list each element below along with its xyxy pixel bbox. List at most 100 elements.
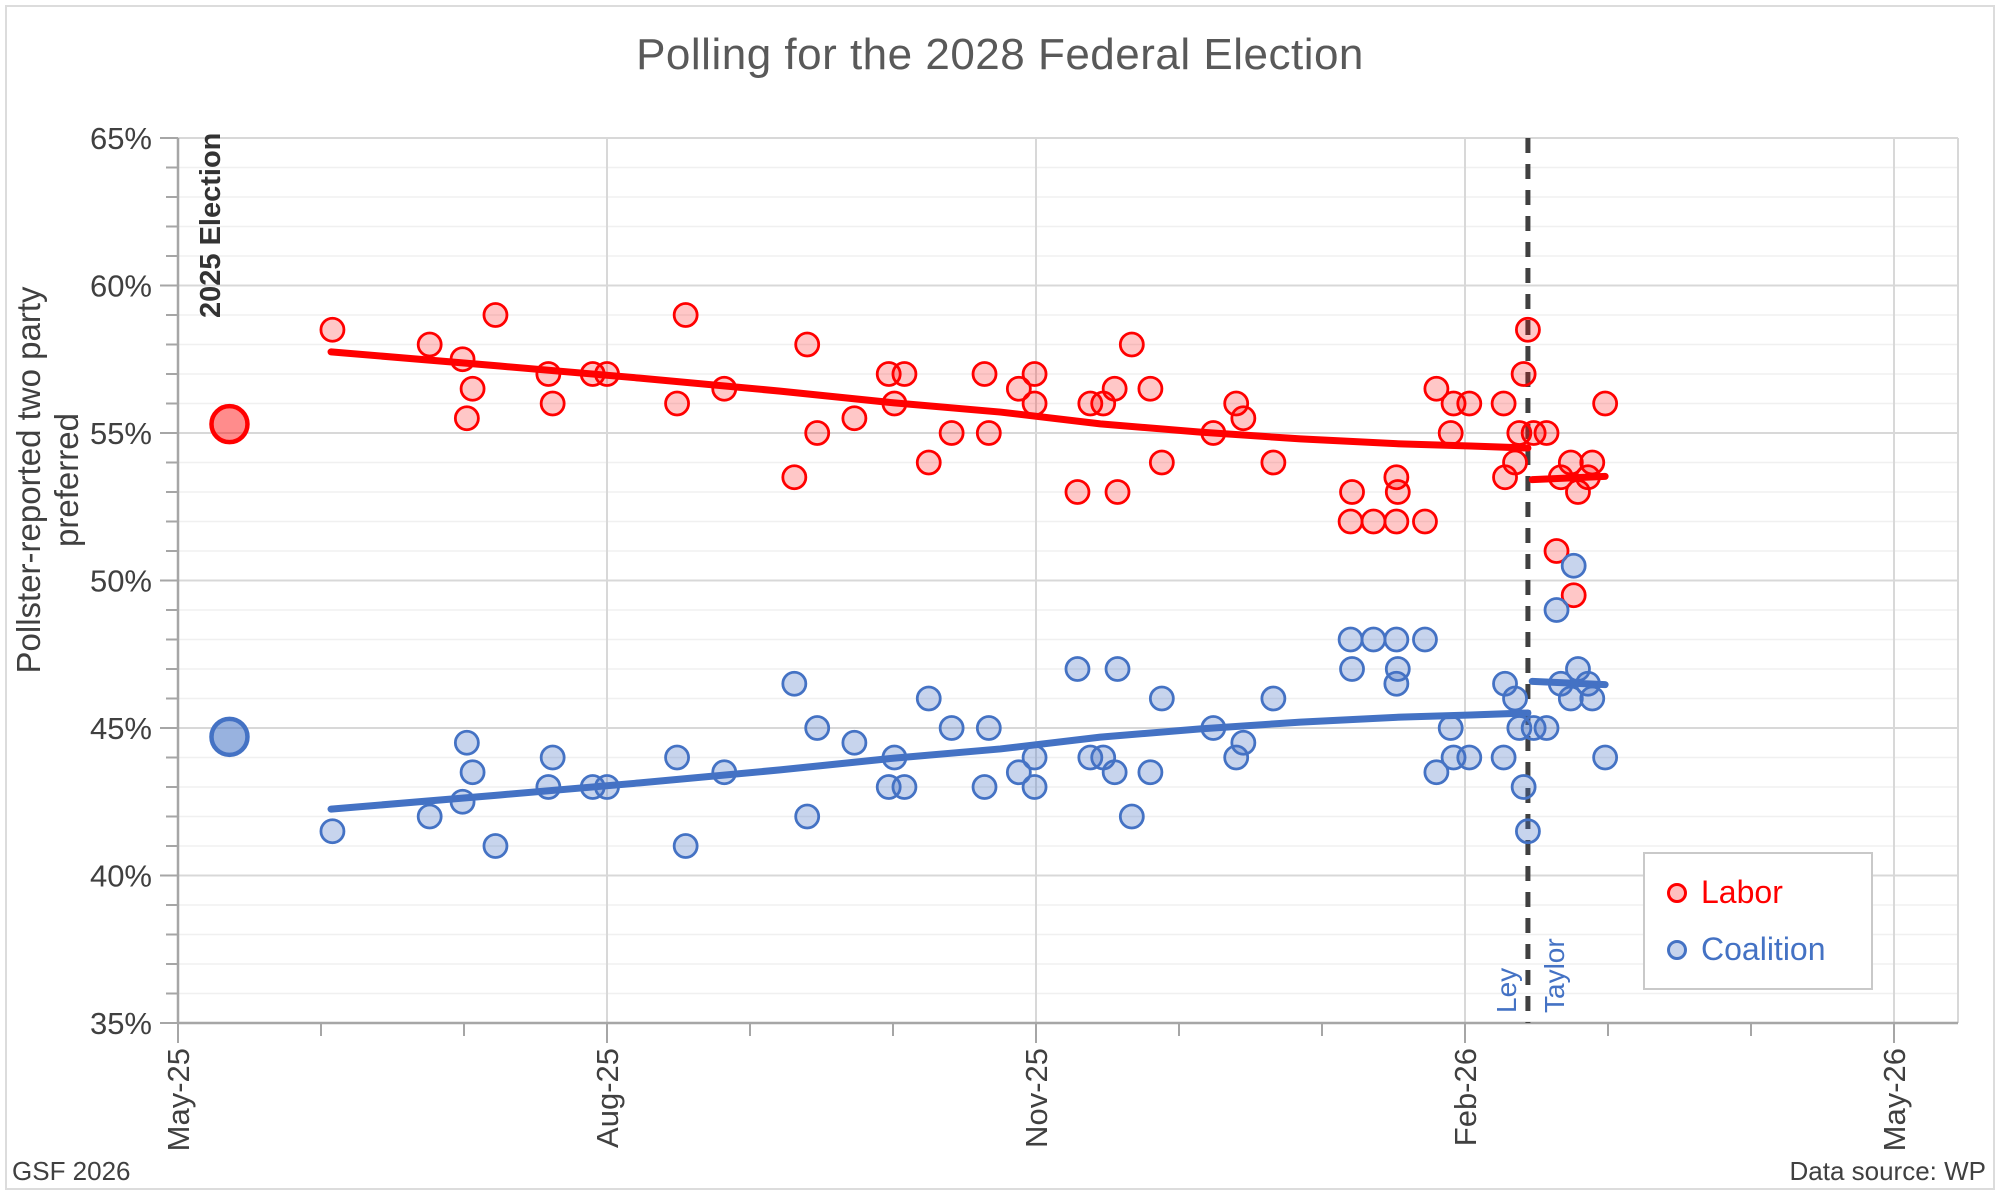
y-tick-label: 35% [90,1006,152,1041]
y-tick-label: 45% [90,711,152,746]
labor-point [1384,479,1411,505]
labor-point [971,361,998,387]
labor-point [975,420,1002,446]
coalition-point [1423,759,1450,786]
x-tick-label: May-26 [1877,1048,1912,1151]
coalition-point [1337,626,1364,653]
labor-point [664,390,690,417]
x-tick-label: Aug-25 [590,1048,625,1148]
coalition-point [1383,626,1410,653]
legend-item-coalition: Coalition [1667,931,1871,968]
labor-point [1223,390,1250,417]
coalition-point [1543,597,1570,623]
coalition-point [1575,670,1601,697]
labor-point [672,302,699,328]
coalition-point [594,774,620,800]
labor-point [1005,375,1032,402]
labor-point [1230,405,1257,432]
coalition-point [1533,715,1560,741]
labor-point [1200,420,1227,446]
coalition-point [891,774,918,800]
labor-point [1339,479,1365,505]
coalition-point [1437,715,1464,741]
x-tick-label: Feb-26 [1448,1048,1483,1146]
labor-trend-line-post [1528,472,1609,484]
coalition-point [1515,818,1541,845]
y-tick-label: 50% [90,564,152,599]
labor-point [459,375,486,402]
labor-point [804,420,831,446]
labor-point [1137,375,1164,402]
labor-point [1118,331,1145,358]
coalition-marker-icon [1667,939,1687,960]
coalition-point [711,759,738,786]
labor-point [1337,508,1364,535]
labor-point [539,390,566,417]
labor-point [1502,449,1528,476]
coalition-point [1137,759,1164,786]
legend-item-labor: Labor [1667,874,1871,911]
coalition-point [535,774,562,800]
labor-point [1515,316,1541,343]
coalition-point [1339,656,1365,682]
y-tick-label: 40% [90,859,152,894]
coalition-point [416,803,443,830]
coalition-trend-line [327,709,1532,813]
labor-point [891,361,918,387]
labor-point [781,464,808,491]
labor-point [1543,538,1570,564]
labor-point [594,361,620,387]
coalition-point [1510,774,1537,800]
labor-point [841,405,868,432]
coalition-point [482,833,509,859]
labor-marker-icon [1667,882,1687,903]
labor-point [1557,449,1584,476]
coalition-point [794,803,821,830]
coalition-trend-line-post [1528,677,1609,689]
coalition-point [1360,626,1387,653]
coalition-point [1490,744,1517,771]
coalition-point [1260,685,1287,712]
labor-point [938,420,965,446]
labor-point [1533,420,1560,446]
coalition-point [453,729,480,756]
labor-point [1383,508,1410,535]
labor-election-marker [209,403,250,445]
labor-point [1437,420,1464,446]
coalition-point [1412,626,1438,653]
coalition-point [1456,744,1483,771]
coalition-point [915,685,942,712]
y-tick-label: 55% [90,416,152,451]
legend-label-labor: Labor [1701,874,1783,910]
labor-point [1592,390,1619,417]
election-annotation: 2025 Election [195,133,227,318]
coalition-point [1230,729,1257,756]
labor-point [1510,361,1537,387]
coalition-point [672,833,699,859]
coalition-point [971,774,998,800]
labor-point [449,346,476,373]
coalition-point [1200,715,1227,741]
coalition-point [664,744,690,771]
coalition-point [881,744,908,771]
x-tick-label: Nov-25 [1019,1048,1054,1148]
coalition-point [1021,744,1048,771]
labor-point [711,375,738,402]
divider-label-ley: Ley [1491,968,1522,1013]
coalition-point [975,715,1002,741]
coalition-point [319,818,346,845]
coalition-point [1104,656,1131,682]
labor-point [794,331,821,358]
chart-title: Polling for the 2028 Federal Election [636,30,1364,79]
x-tick-label: May-25 [161,1048,196,1151]
coalition-point [1101,759,1128,786]
coalition-point [1021,774,1048,800]
legend-label-coalition: Coalition [1701,931,1826,967]
labor-point [1423,375,1450,402]
labor-point [1021,361,1048,387]
credit-text: GSF 2026 [12,1156,131,1186]
coalition-point [459,759,486,786]
coalition-point [841,729,868,756]
